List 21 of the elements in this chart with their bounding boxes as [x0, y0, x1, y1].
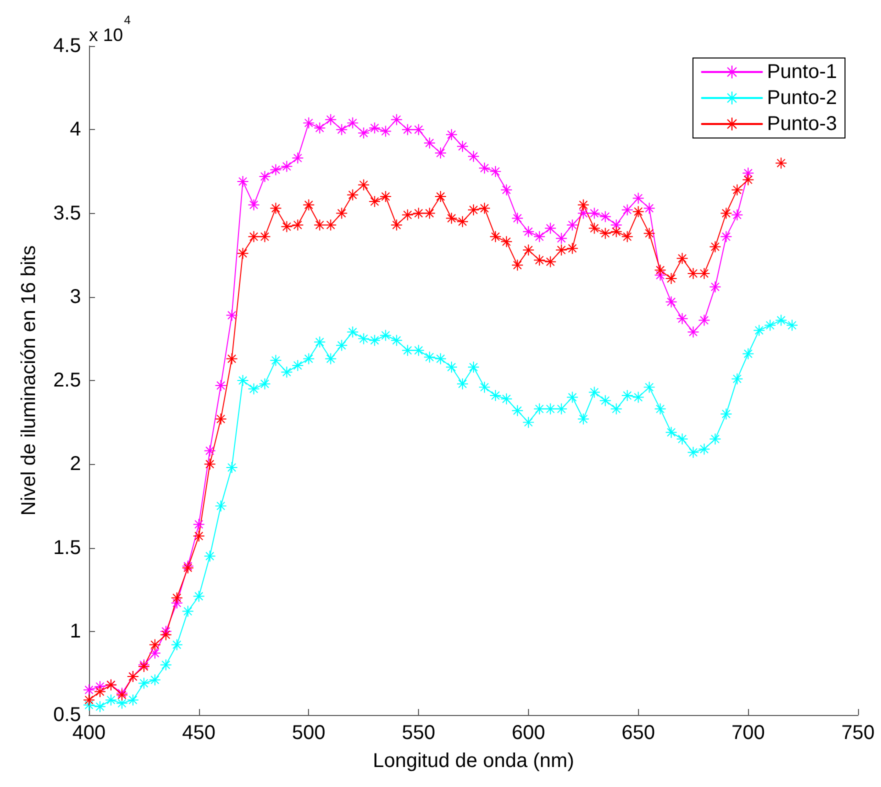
- legend-label: Punto-3: [766, 113, 838, 135]
- x-axis-title: Longitud de onda (nm): [372, 750, 574, 772]
- y-tick-label: 3: [70, 286, 81, 308]
- x-tick-label: 450: [182, 722, 216, 744]
- y-tick-label: 4.5: [53, 35, 81, 57]
- text: x 104: [89, 13, 132, 45]
- y-tick-label: 4: [70, 118, 81, 141]
- x-tick-label: 600: [512, 722, 546, 744]
- x-tick-label: 500: [292, 722, 326, 744]
- y-tick-label: 2.5: [53, 370, 81, 392]
- legend-label: Punto-1: [766, 61, 838, 83]
- y-axis-title: Nivel de iluminación en 16 bits: [18, 245, 40, 516]
- y-tick-label: 1: [70, 620, 81, 642]
- y-tick-label: 2: [70, 453, 81, 476]
- x-tick-label: 650: [622, 722, 655, 744]
- x-tick-label: 700: [731, 722, 765, 744]
- y-tick-label: 3.5: [53, 202, 81, 224]
- x-tick-label: 750: [841, 722, 875, 744]
- legend-label: Punto-2: [766, 87, 838, 109]
- y-tick-label: 1.5: [53, 536, 81, 559]
- x-tick-label: 550: [402, 722, 436, 744]
